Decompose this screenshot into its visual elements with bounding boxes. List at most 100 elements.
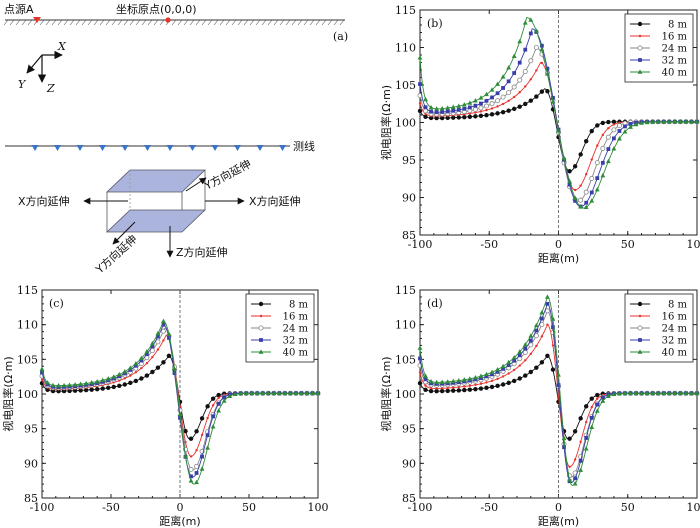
- data-point: [260, 390, 266, 396]
- data-point: [221, 398, 227, 403]
- data-point: [689, 390, 694, 396]
- ground-hatch-stroke: [273, 19, 279, 26]
- survey-station-marker: [54, 145, 61, 151]
- ground-hatch-stroke: [201, 19, 207, 26]
- data-point: [568, 465, 571, 468]
- data-point: [424, 384, 427, 387]
- data-point: [567, 178, 572, 184]
- data-point: [655, 119, 661, 124]
- data-point: [523, 373, 528, 378]
- data-point: [637, 301, 643, 307]
- data-point: [567, 477, 572, 482]
- data-point: [133, 363, 138, 368]
- data-point: [210, 396, 216, 401]
- data-point: [489, 384, 495, 390]
- data-point: [134, 371, 138, 374]
- data-point: [258, 349, 264, 354]
- extension-y-top-label: Y方向延伸: [201, 156, 253, 193]
- data-point: [183, 428, 188, 434]
- data-point: [479, 376, 483, 380]
- data-point: [500, 94, 506, 100]
- data-point: [612, 123, 616, 126]
- legend-item: 40 m: [251, 348, 309, 359]
- axis-y-arrow: [26, 54, 43, 74]
- data-point: [506, 65, 512, 70]
- data-point: [584, 200, 589, 205]
- legend-item: 24 m: [251, 324, 309, 335]
- x-tick-label: -100: [408, 501, 433, 514]
- data-point: [573, 476, 578, 481]
- y-tick-label: 90: [402, 457, 416, 470]
- data-point: [205, 404, 210, 409]
- data-point: [622, 129, 628, 134]
- data-point: [200, 433, 204, 437]
- data-point: [607, 126, 610, 130]
- data-point: [528, 17, 534, 22]
- ground-hatch-stroke: [189, 19, 195, 26]
- data-point: [539, 360, 545, 365]
- chart-panel-d: -100 -50 0 50 100 85 90 95 100 105 110 115 距离(m) 视电阻率…: [379, 284, 700, 528]
- data-point: [578, 204, 584, 209]
- data-point: [133, 361, 139, 366]
- data-point: [506, 359, 512, 365]
- data-point: [423, 114, 428, 120]
- data-point: [590, 158, 593, 161]
- data-point: [456, 377, 462, 383]
- data-point: [617, 136, 622, 141]
- series-40m: [417, 16, 700, 209]
- data-point: [423, 105, 428, 110]
- legend-item: 32 m: [630, 56, 688, 67]
- data-point: [445, 388, 450, 394]
- ground-hatch-stroke: [255, 19, 261, 26]
- data-point: [140, 366, 143, 370]
- data-point: [562, 445, 566, 450]
- data-point: [579, 184, 582, 187]
- ground-hatch-stroke: [135, 19, 141, 26]
- data-point: [511, 378, 517, 384]
- y-tick-label: 90: [24, 457, 38, 470]
- data-point: [535, 344, 538, 348]
- data-point: [500, 109, 506, 115]
- data-point: [572, 164, 578, 169]
- legend-item: 24 m: [630, 44, 688, 55]
- origin-label: 坐标原点(0,0,0): [116, 2, 197, 16]
- extension-y-top-arrow: [185, 177, 207, 192]
- legend-label: 32 m: [662, 56, 688, 67]
- data-point: [461, 377, 467, 382]
- data-point: [605, 134, 611, 140]
- data-point: [39, 366, 45, 371]
- ground-hatch-stroke: [159, 19, 165, 26]
- legend-label: 40 m: [662, 348, 688, 359]
- data-point: [528, 98, 533, 103]
- ground-hatch-stroke: [171, 19, 177, 26]
- data-point: [484, 112, 489, 118]
- ground-hatch-stroke: [333, 19, 339, 26]
- data-point: [511, 84, 517, 90]
- data-point: [457, 385, 460, 389]
- data-point: [567, 182, 572, 187]
- data-point: [188, 466, 194, 472]
- data-point: [288, 390, 293, 396]
- data-point: [501, 86, 505, 90]
- ground-hatch-stroke: [21, 19, 27, 26]
- survey-station-marker: [256, 145, 264, 151]
- data-point: [524, 85, 527, 88]
- axis-z-label: Z: [46, 82, 55, 95]
- data-point: [172, 371, 177, 375]
- data-point: [573, 458, 577, 461]
- data-point: [534, 365, 539, 370]
- data-point: [616, 123, 622, 129]
- data-point: [539, 43, 544, 48]
- data-point: [149, 348, 155, 354]
- data-point: [462, 114, 467, 120]
- data-point: [584, 436, 589, 440]
- data-point: [116, 371, 122, 377]
- data-point: [172, 366, 177, 371]
- data-point: [617, 390, 622, 396]
- data-point: [184, 441, 187, 444]
- data-point: [155, 339, 161, 345]
- data-point: [517, 104, 522, 109]
- data-point: [573, 188, 577, 192]
- data-point: [506, 108, 511, 113]
- data-point: [606, 119, 611, 125]
